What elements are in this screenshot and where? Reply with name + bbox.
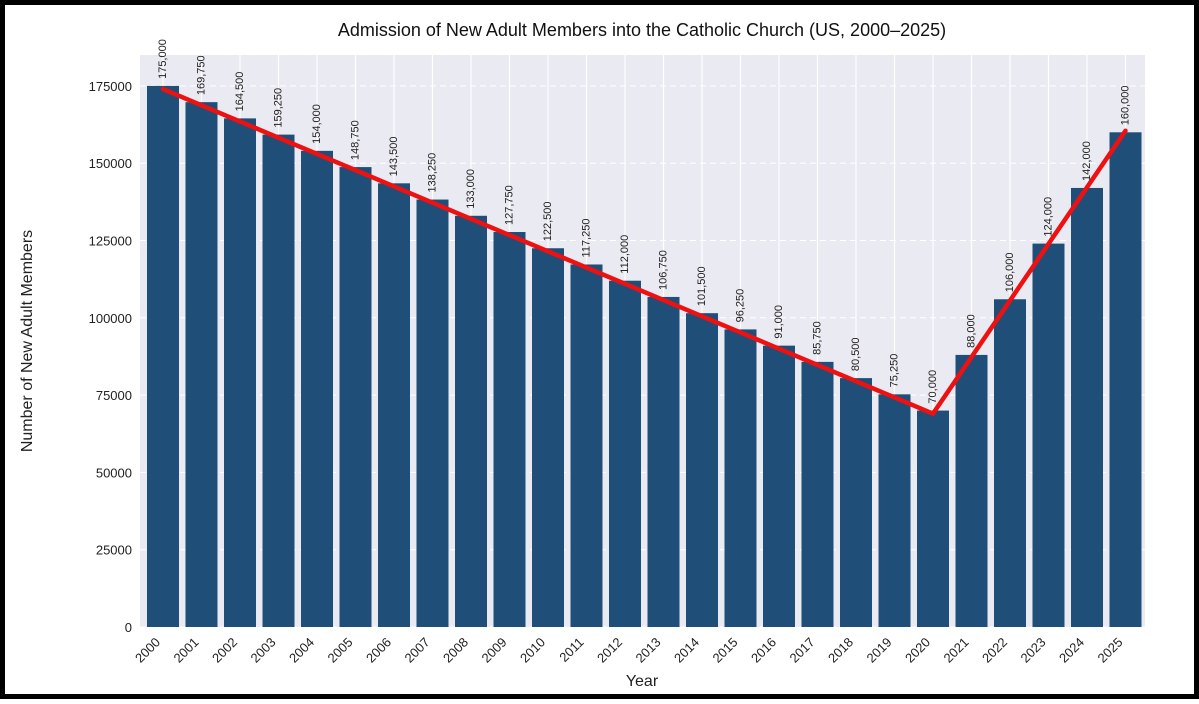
x-tick-label-2013: 2013 bbox=[633, 635, 664, 666]
bar-2016 bbox=[763, 345, 795, 627]
y-tick-label: 125000 bbox=[89, 234, 132, 249]
y-tick-label: 175000 bbox=[89, 79, 132, 94]
bar-2006 bbox=[378, 183, 410, 627]
x-tick-label-2004: 2004 bbox=[286, 635, 317, 666]
value-label-2021: 88,000 bbox=[966, 314, 978, 348]
bar-2025 bbox=[1109, 132, 1142, 627]
x-tick-label-2025: 2025 bbox=[1095, 635, 1126, 666]
bar-2020 bbox=[917, 410, 949, 627]
y-axis-title: Number of New Adult Members bbox=[19, 230, 36, 452]
bar-2017 bbox=[801, 361, 834, 627]
value-label-2023: 124,000 bbox=[1043, 197, 1055, 237]
bar-2021 bbox=[955, 354, 988, 627]
y-tick-label: 50000 bbox=[96, 465, 132, 480]
x-tick-label-2000: 2000 bbox=[132, 635, 163, 666]
value-labels: 175,000 169,750 164,500 159,250 154,000 148,7… bbox=[157, 39, 1132, 403]
chart-title: Admission of New Adult Members into the … bbox=[338, 20, 946, 40]
bar-2024 bbox=[1071, 187, 1103, 627]
x-tick-label-2008: 2008 bbox=[440, 635, 471, 666]
value-label-2008: 133,000 bbox=[465, 169, 477, 209]
x-tick-label-2024: 2024 bbox=[1056, 635, 1087, 666]
x-tick-label-2005: 2005 bbox=[325, 635, 356, 666]
bar-2003 bbox=[262, 134, 295, 627]
bar-2023 bbox=[1032, 243, 1065, 627]
trend-line bbox=[160, 86, 1128, 416]
x-tick-label-2021: 2021 bbox=[941, 635, 972, 666]
x-tick-label-2009: 2009 bbox=[479, 635, 510, 666]
y-tick-label: 75000 bbox=[96, 388, 132, 403]
bars bbox=[147, 85, 1142, 628]
x-tick-label-2017: 2017 bbox=[787, 635, 818, 666]
bar-2014 bbox=[686, 313, 718, 627]
value-label-2025: 160,000 bbox=[1120, 86, 1132, 126]
x-tick-label-2023: 2023 bbox=[1018, 635, 1049, 666]
x-tick-label-2007: 2007 bbox=[402, 635, 433, 666]
bar-2005 bbox=[339, 167, 372, 627]
value-label-2015: 96,250 bbox=[735, 289, 747, 323]
value-label-2011: 117,250 bbox=[581, 219, 593, 258]
value-label-2009: 127,750 bbox=[504, 185, 516, 225]
y-tick-label: 100000 bbox=[89, 311, 132, 326]
x-tick-label-2003: 2003 bbox=[248, 635, 279, 666]
x-tick-label-2011: 2011 bbox=[556, 635, 586, 665]
value-label-2013: 106,750 bbox=[658, 250, 670, 290]
x-tick-label-2022: 2022 bbox=[979, 635, 1010, 666]
x-axis-ticks: 2000 2001 2002 2003 2004 2005 2006 2007 2008 2009… bbox=[132, 635, 1126, 666]
y-tick-label: 25000 bbox=[96, 543, 132, 558]
bar-2012 bbox=[609, 280, 641, 627]
value-label-2016: 91,000 bbox=[773, 305, 785, 339]
value-label-2024: 142,000 bbox=[1081, 141, 1093, 181]
value-label-2022: 106,000 bbox=[1004, 252, 1016, 292]
x-tick-label-2015: 2015 bbox=[710, 635, 741, 666]
x-tick-label-2014: 2014 bbox=[671, 635, 702, 666]
trend-polyline bbox=[160, 86, 1128, 416]
bar-2002 bbox=[224, 118, 256, 627]
bar-2013 bbox=[647, 296, 680, 627]
bar-2022 bbox=[994, 299, 1026, 627]
x-tick-label-2019: 2019 bbox=[864, 635, 895, 666]
x-tick-label-2016: 2016 bbox=[748, 635, 779, 666]
value-label-2000: 175,000 bbox=[157, 39, 169, 79]
value-label-2006: 143,500 bbox=[388, 137, 400, 177]
value-label-2002: 164,500 bbox=[234, 72, 246, 112]
bar-2009 bbox=[493, 232, 526, 627]
x-tick-label-2002: 2002 bbox=[209, 635, 240, 666]
value-label-2014: 101,500 bbox=[696, 266, 708, 306]
y-axis-ticks: 0 25000 50000 75000 100000 125000 150000 175000 bbox=[89, 79, 132, 635]
bar-2019 bbox=[878, 394, 911, 627]
bar-2001 bbox=[185, 102, 218, 627]
bar-2000 bbox=[147, 85, 179, 627]
value-label-2005: 148,750 bbox=[350, 120, 362, 160]
value-label-2007: 138,250 bbox=[427, 153, 439, 193]
y-tick-label: 0 bbox=[125, 620, 132, 635]
value-label-2018: 80,500 bbox=[850, 337, 862, 371]
x-tick-label-2018: 2018 bbox=[825, 635, 856, 666]
value-label-2019: 75,250 bbox=[889, 354, 901, 388]
value-label-2010: 122,500 bbox=[542, 201, 554, 241]
value-label-2003: 159,250 bbox=[273, 88, 285, 128]
x-tick-label-2001: 2001 bbox=[171, 635, 202, 666]
value-label-2020: 70,000 bbox=[927, 370, 939, 404]
bar-2008 bbox=[455, 215, 487, 627]
value-label-2004: 154,000 bbox=[311, 104, 323, 144]
x-tick-label-2012: 2012 bbox=[594, 635, 625, 666]
y-tick-label: 150000 bbox=[89, 156, 132, 171]
bar-2018 bbox=[840, 378, 872, 627]
x-axis-title: Year bbox=[626, 673, 659, 690]
bar-2010 bbox=[532, 248, 564, 628]
x-tick-label-2010: 2010 bbox=[517, 635, 548, 666]
value-label-2001: 169,750 bbox=[196, 55, 208, 95]
value-label-2017: 85,750 bbox=[812, 321, 824, 355]
bar-2011 bbox=[570, 264, 603, 627]
x-tick-label-2020: 2020 bbox=[902, 635, 933, 666]
bar-2007 bbox=[416, 199, 449, 627]
x-tick-label-2006: 2006 bbox=[363, 635, 394, 666]
bar-chart: Admission of New Adult Members into the … bbox=[19, 20, 1145, 690]
bar-2004 bbox=[301, 150, 333, 628]
value-label-2012: 112,000 bbox=[619, 235, 631, 274]
bar-2015 bbox=[724, 329, 757, 627]
